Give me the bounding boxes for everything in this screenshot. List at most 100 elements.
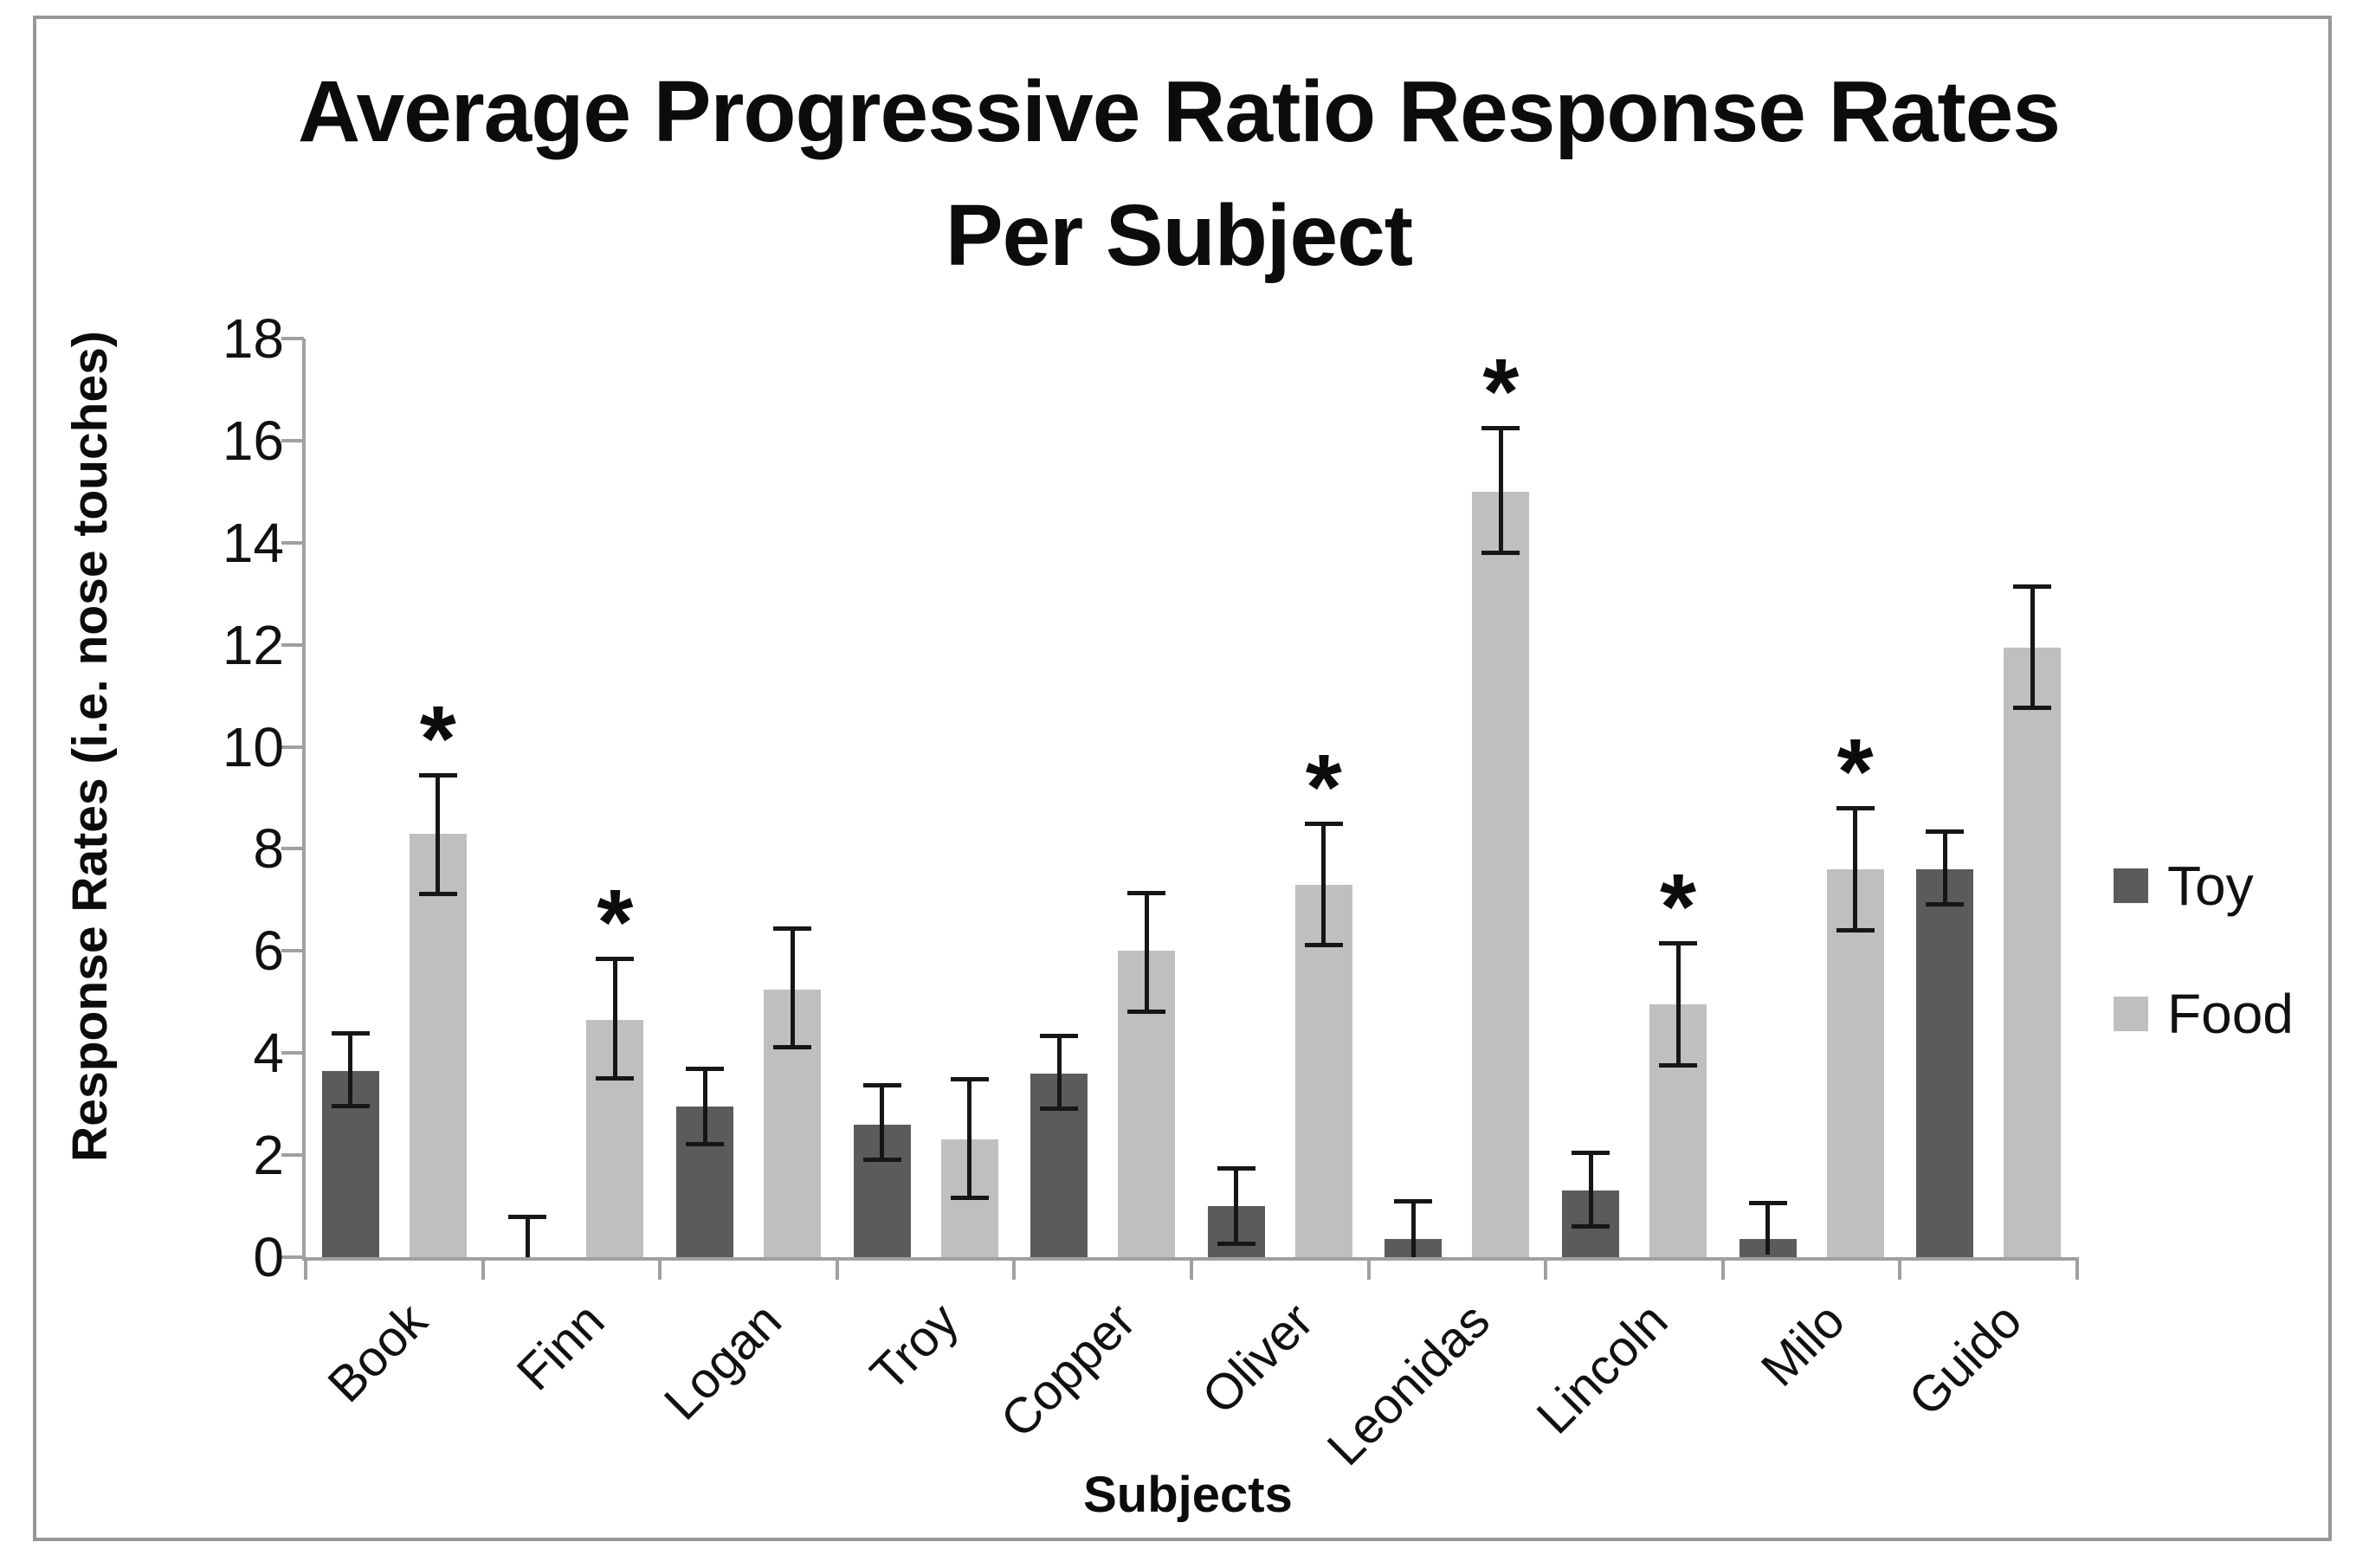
y-axis-tick (281, 1153, 304, 1158)
legend-swatch-food (2114, 997, 2148, 1031)
error-bar-cap-top (418, 772, 457, 778)
error-bar-toy-leonidas (1410, 1201, 1416, 1257)
y-tick-label: 2 (253, 1124, 284, 1187)
error-bar-cap-bottom (773, 1045, 811, 1050)
y-axis-tick (281, 438, 304, 442)
y-tick-label: 16 (222, 409, 284, 472)
error-bar-food-copper (1144, 892, 1149, 1013)
significance-asterisk-milo: * (1836, 719, 1874, 824)
bar-toy-guido (1916, 869, 1974, 1257)
x-axis-title: Subjects (1083, 1467, 1293, 1523)
x-axis-tick (1190, 1257, 1193, 1280)
error-bar-food-milo (1853, 808, 1858, 931)
error-bar-cap-top (1217, 1165, 1255, 1171)
error-bar-food-finn (612, 958, 617, 1079)
error-bar-toy-logan (702, 1068, 707, 1145)
x-axis-tick (1544, 1257, 1548, 1280)
error-bar-cap-top (508, 1214, 547, 1219)
error-bar-cap-top (331, 1030, 370, 1036)
legend-item-food: Food (2114, 982, 2294, 1046)
error-bar-toy-guido (1942, 830, 1947, 906)
error-bar-cap-bottom (1926, 902, 1965, 907)
error-bar-food-oliver (1321, 823, 1326, 946)
y-axis-tick (281, 1255, 304, 1259)
x-axis-tick (2075, 1257, 2079, 1280)
y-axis-tick (281, 745, 304, 749)
y-axis-tick (281, 642, 304, 647)
error-bar-cap-bottom (862, 1158, 901, 1162)
y-axis-tick (281, 540, 304, 545)
y-tick-label: 12 (222, 613, 284, 676)
error-bar-toy-oliver (1234, 1167, 1239, 1245)
error-bar-cap-top (1394, 1199, 1433, 1204)
error-bar-cap-bottom (331, 1104, 370, 1109)
error-bar-toy-copper (1056, 1035, 1062, 1110)
y-axis-tick (281, 1051, 304, 1055)
error-bar-cap-top (1304, 821, 1343, 826)
error-bar-food-book (436, 774, 441, 895)
error-bar-cap-bottom (686, 1142, 724, 1147)
error-bar-cap-top (1572, 1151, 1610, 1156)
y-axis-tick (281, 949, 304, 953)
chart-title-line1: Average Progressive Ratio Response Rates (298, 63, 2061, 160)
y-tick-label: 10 (222, 715, 284, 778)
significance-asterisk-finn: * (597, 869, 634, 975)
error-bar-cap-top (1836, 806, 1875, 811)
error-bar-cap-top (1040, 1033, 1079, 1038)
x-axis-tick (481, 1257, 485, 1280)
x-axis-tick (658, 1257, 662, 1280)
error-bar-toy-book (348, 1032, 353, 1107)
legend: Toy Food (2114, 854, 2294, 1046)
error-bar-cap-top (950, 1076, 989, 1081)
error-bar-cap-top (773, 926, 811, 931)
x-axis-tick (1898, 1257, 1902, 1280)
legend-label-food: Food (2167, 983, 2294, 1045)
error-bar-cap-bottom (1836, 927, 1875, 932)
y-tick-label: 6 (253, 920, 284, 983)
error-bar-toy-lincoln (1588, 1152, 1593, 1227)
error-bar-cap-top (1127, 890, 1166, 895)
error-bar-cap-bottom (1217, 1242, 1255, 1247)
x-axis-tick (1012, 1257, 1017, 1280)
error-bar-cap-top (1926, 829, 1965, 834)
error-bar-cap-bottom (418, 892, 457, 897)
bar-food-book (409, 833, 467, 1257)
significance-asterisk-book: * (419, 685, 456, 790)
error-bar-toy-troy (880, 1084, 885, 1160)
error-bar-food-leonidas (1498, 428, 1503, 553)
error-bar-toy-finn (525, 1216, 530, 1257)
error-bar-cap-bottom (950, 1196, 989, 1201)
significance-asterisk-oliver: * (1305, 733, 1342, 839)
error-bar-food-troy (967, 1078, 972, 1199)
chart-title-line2: Per Subject (945, 187, 1413, 284)
error-bar-cap-top (596, 957, 635, 962)
legend-item-toy: Toy (2114, 854, 2294, 918)
x-axis-tick (1720, 1257, 1725, 1280)
error-bar-cap-top (1481, 426, 1520, 431)
plot-area: 0 2 4 6 8 10 12 14 16 18 Book Finn Logan Troy Copper Ol… (223, 307, 2079, 1476)
error-bar-cap-top (862, 1082, 901, 1087)
x-axis-tick (1366, 1257, 1371, 1280)
y-tick-label: 18 (222, 307, 284, 370)
significance-asterisk-leonidas: * (1482, 339, 1520, 444)
error-bar-cap-bottom (1127, 1010, 1166, 1015)
error-bar-cap-bottom (1659, 1062, 1697, 1068)
error-bar-cap-top (1748, 1200, 1787, 1205)
bar-food-milo (1826, 869, 1884, 1257)
bar-food-guido (2004, 647, 2062, 1257)
error-bar-cap-top (1659, 941, 1697, 946)
y-axis-tick (281, 337, 304, 340)
error-bar-cap-bottom (1572, 1223, 1610, 1229)
y-axis-title: Response Rates (i.e. nose touches) (62, 331, 118, 1162)
y-tick-label: 4 (253, 1022, 284, 1085)
y-axis-tick (281, 847, 304, 851)
legend-label-toy: Toy (2167, 855, 2254, 917)
figure-border (33, 16, 2332, 1541)
error-bar-cap-top (686, 1066, 724, 1071)
y-tick-label: 14 (222, 511, 284, 574)
y-tick-label: 0 (253, 1226, 284, 1288)
error-bar-cap-bottom (1481, 550, 1520, 555)
error-bar-food-lincoln (1675, 943, 1681, 1066)
x-axis-tick (304, 1257, 307, 1280)
